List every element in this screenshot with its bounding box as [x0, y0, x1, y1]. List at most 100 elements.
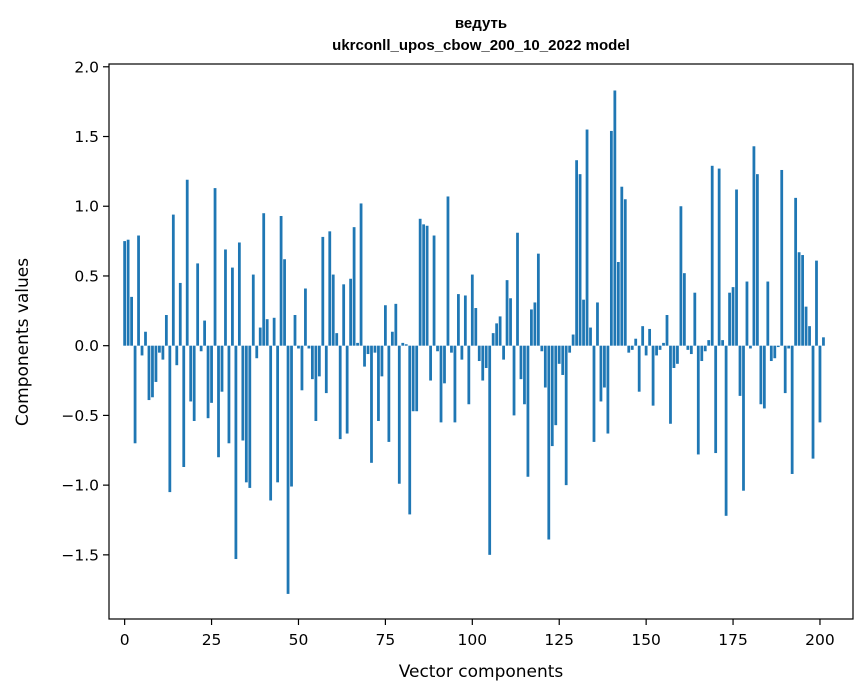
bar-5: [140, 345, 144, 356]
bar-162: [686, 345, 690, 350]
y-tick-label-6: 1.5: [74, 128, 99, 146]
bar-200: [818, 345, 822, 423]
bar-159: [676, 345, 679, 364]
bar-150: [644, 345, 648, 356]
bar-35: [244, 345, 248, 483]
x-tick-label-50: 50: [289, 631, 309, 649]
bar-40: [262, 213, 266, 346]
chart-subtitle: ukrconll_upos_cbow_200_10_2022 model: [332, 37, 630, 54]
bar-152: [651, 345, 655, 406]
bar-109: [502, 345, 505, 360]
bar-62: [338, 345, 342, 440]
bar-39: [258, 327, 262, 346]
bar-29: [224, 249, 227, 346]
bar-130: [575, 160, 578, 346]
bar-172: [721, 340, 725, 346]
bar-15: [175, 345, 179, 366]
bar-26: [213, 188, 217, 346]
bar-184: [762, 345, 766, 409]
bar-64: [345, 345, 349, 434]
bar-108: [498, 316, 502, 346]
bar-199: [815, 260, 818, 346]
bar-86: [422, 224, 426, 346]
y-tick-label-5: 1.0: [74, 198, 99, 216]
bar-34: [241, 345, 245, 441]
bar-55: [314, 345, 318, 421]
bar-187: [773, 345, 777, 359]
bar-48: [290, 345, 293, 487]
bar-127: [564, 345, 568, 486]
bar-185: [766, 281, 770, 346]
bar-188: [776, 345, 780, 348]
bar-66: [352, 227, 356, 346]
bar-171: [717, 168, 721, 346]
bar-78: [394, 303, 398, 346]
bar-141: [613, 90, 617, 346]
bar-115: [523, 345, 526, 405]
bar-182: [756, 174, 759, 346]
bar-191: [787, 345, 791, 349]
bar-113: [516, 232, 519, 346]
bar-44: [276, 345, 280, 483]
bar-6: [144, 331, 147, 346]
bar-148: [637, 345, 641, 392]
bar-19: [189, 345, 193, 402]
bar-33: [237, 242, 241, 346]
bar-83: [411, 345, 415, 412]
bar-126: [561, 345, 565, 375]
bar-84: [415, 345, 419, 412]
bar-131: [578, 174, 582, 346]
bar-12: [164, 315, 168, 346]
x-axis-ticks: 0 25 50 75 100 125 150 175 200: [120, 619, 835, 649]
bar-154: [658, 345, 662, 350]
bar-13: [168, 345, 172, 493]
bar-69: [363, 345, 366, 367]
bar-68: [359, 203, 363, 346]
bar-114: [519, 345, 523, 380]
bar-24: [206, 345, 210, 419]
bar-129: [571, 334, 575, 346]
bar-163: [689, 345, 693, 355]
bar-192: [790, 345, 794, 474]
bar-56: [317, 345, 321, 377]
bar-111: [509, 298, 512, 346]
bar-181: [752, 146, 756, 346]
bar-145: [627, 345, 631, 353]
y-tick-label-2: −0.5: [61, 407, 99, 425]
bar-81: [404, 344, 408, 346]
bar-45: [279, 216, 283, 346]
bar-57: [321, 236, 325, 346]
bar-27: [217, 345, 220, 458]
bar-28: [220, 345, 224, 392]
bar-124: [554, 345, 558, 426]
x-tick-label-100: 100: [458, 631, 488, 649]
bar-98: [463, 295, 467, 346]
x-tick-label-75: 75: [376, 631, 396, 649]
bar-125: [557, 345, 561, 364]
bar-194: [797, 252, 801, 346]
bar-20: [192, 345, 196, 421]
bar-41: [265, 319, 269, 346]
bar-147: [634, 338, 638, 346]
bar-1: [126, 239, 130, 346]
bar-136: [596, 302, 599, 346]
bar-7: [147, 345, 151, 401]
bar-144: [623, 199, 627, 346]
x-axis-label: Vector components: [399, 662, 564, 682]
bar-17: [182, 345, 186, 467]
bar-166: [700, 345, 704, 362]
bar-23: [203, 320, 206, 346]
bar-169: [710, 165, 714, 346]
y-axis-ticks: −1.5 −1.0 −0.5 0.0 0.5 1.0 1.5 2.0: [61, 58, 109, 564]
bar-97: [460, 345, 464, 360]
bar-186: [769, 345, 773, 362]
y-axis-label: Components values: [13, 258, 33, 426]
bar-106: [491, 333, 495, 346]
bar-18: [185, 179, 189, 346]
bar-25: [210, 345, 213, 403]
bar-65: [349, 278, 353, 346]
bar-178: [742, 345, 745, 491]
bar-128: [568, 345, 572, 353]
bar-132: [582, 299, 585, 346]
bar-138: [603, 345, 606, 388]
